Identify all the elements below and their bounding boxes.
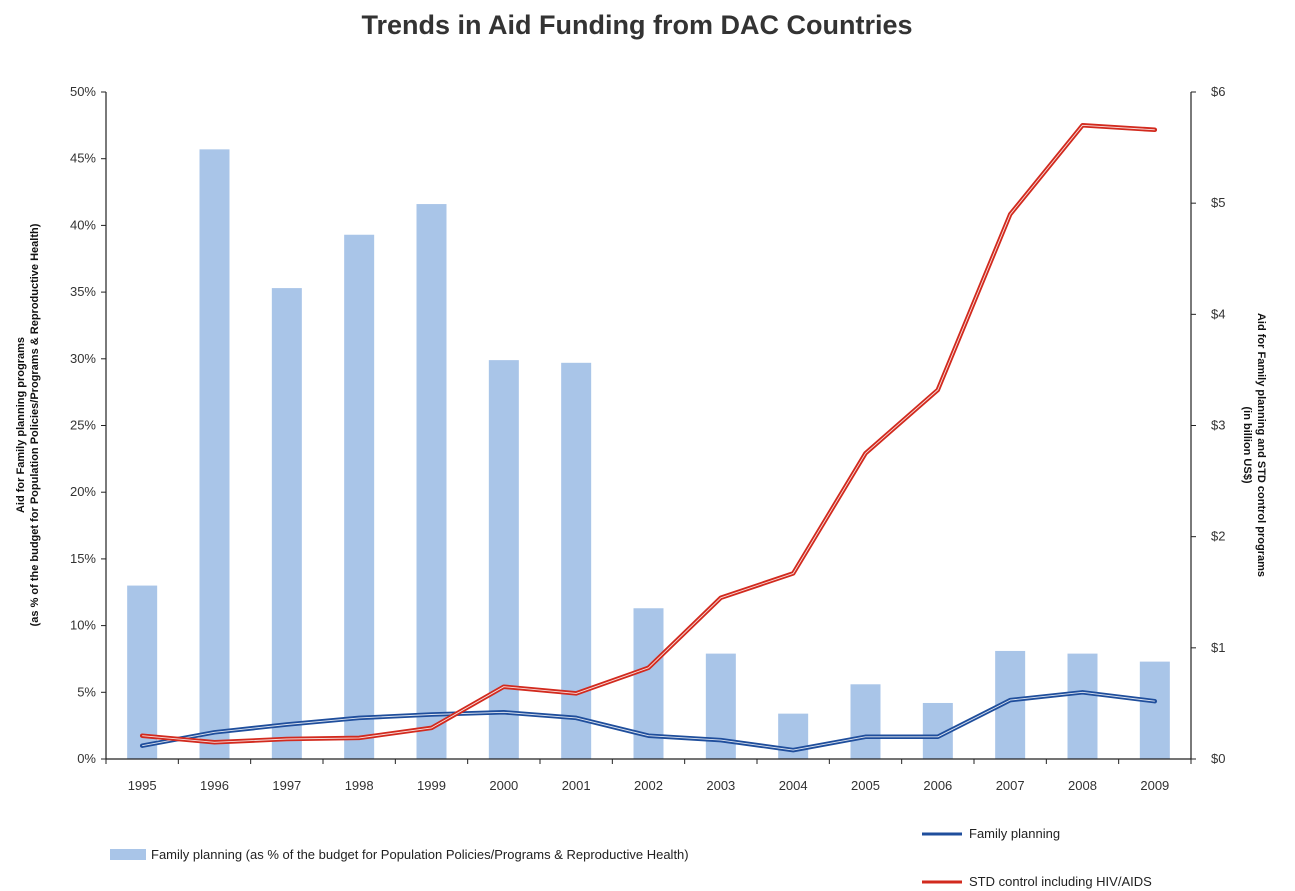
left-tick-label: 35% xyxy=(70,284,96,299)
chart-title: Trends in Aid Funding from DAC Countries xyxy=(362,10,913,40)
right-tick-label: $1 xyxy=(1211,640,1225,655)
bar xyxy=(1139,661,1170,759)
bar xyxy=(850,684,881,759)
x-tick-label: 1997 xyxy=(272,778,301,793)
right-tick-label: $3 xyxy=(1211,418,1225,433)
bar xyxy=(199,149,230,759)
left-tick-label: 40% xyxy=(70,217,96,232)
right-axis-title: Aid for Family planning and STD control … xyxy=(1241,313,1267,577)
x-tick-label: 1999 xyxy=(417,778,446,793)
right-tick-label: $5 xyxy=(1211,195,1225,210)
bar xyxy=(127,585,158,759)
bar xyxy=(344,234,375,759)
left-tick-label: 10% xyxy=(70,618,96,633)
x-tick-label: 2005 xyxy=(851,778,880,793)
x-tick-label: 2006 xyxy=(923,778,952,793)
x-tick-label: 2007 xyxy=(996,778,1025,793)
left-axis-title: Aid for Family planning programs (as % o… xyxy=(15,223,41,626)
bar xyxy=(561,362,592,759)
right-axis-title-line2: (in billion US$) xyxy=(1241,407,1253,484)
left-tick-label: 20% xyxy=(70,484,96,499)
legend-label: Family planning (as % of the budget for … xyxy=(151,847,689,862)
right-tick-label: $0 xyxy=(1211,751,1225,766)
right-tick-label: $4 xyxy=(1211,306,1225,321)
left-tick-label: 0% xyxy=(77,751,96,766)
series-line-highlight xyxy=(142,124,1155,743)
left-tick-label: 30% xyxy=(70,351,96,366)
bar xyxy=(416,204,447,759)
left-tick-label: 50% xyxy=(70,84,96,99)
left-tick-label: 15% xyxy=(70,551,96,566)
legend-bar-swatch xyxy=(110,849,146,860)
right-tick-label: $6 xyxy=(1211,84,1225,99)
x-tick-label: 1995 xyxy=(128,778,157,793)
legend: Family planning (as % of the budget for … xyxy=(110,826,1152,889)
x-tick-label: 2008 xyxy=(1068,778,1097,793)
right-tick-label: $2 xyxy=(1211,529,1225,544)
x-tick-label: 2004 xyxy=(779,778,808,793)
x-tick-label: 1996 xyxy=(200,778,229,793)
legend-label: Family planning xyxy=(969,826,1060,841)
left-tick-label: 25% xyxy=(70,418,96,433)
bar xyxy=(1067,653,1098,759)
x-tick-label: 1998 xyxy=(345,778,374,793)
legend-label: STD control including HIV/AIDS xyxy=(969,874,1152,889)
x-tick-label: 2001 xyxy=(562,778,591,793)
left-axis-title-line1: Aid for Family planning programs xyxy=(15,337,27,513)
series-line-highlight xyxy=(142,691,1155,751)
bar xyxy=(271,288,302,759)
x-tick-label: 2000 xyxy=(489,778,518,793)
x-tick-label: 2009 xyxy=(1140,778,1169,793)
right-axis-title-line1: Aid for Family planning and STD control … xyxy=(1255,313,1267,577)
plot-area: 0% 5% 10% 15% 20% 25% 30% 35% 40% 45% 50% $0 $1 $2 $3 $… xyxy=(70,84,1226,793)
left-axis-title-line2: (as % of the budget for Population Polic… xyxy=(29,223,41,626)
left-tick-label: 5% xyxy=(77,684,96,699)
x-tick-label: 2003 xyxy=(706,778,735,793)
bar xyxy=(488,360,519,759)
x-tick-label: 2002 xyxy=(634,778,663,793)
left-tick-label: 45% xyxy=(70,151,96,166)
